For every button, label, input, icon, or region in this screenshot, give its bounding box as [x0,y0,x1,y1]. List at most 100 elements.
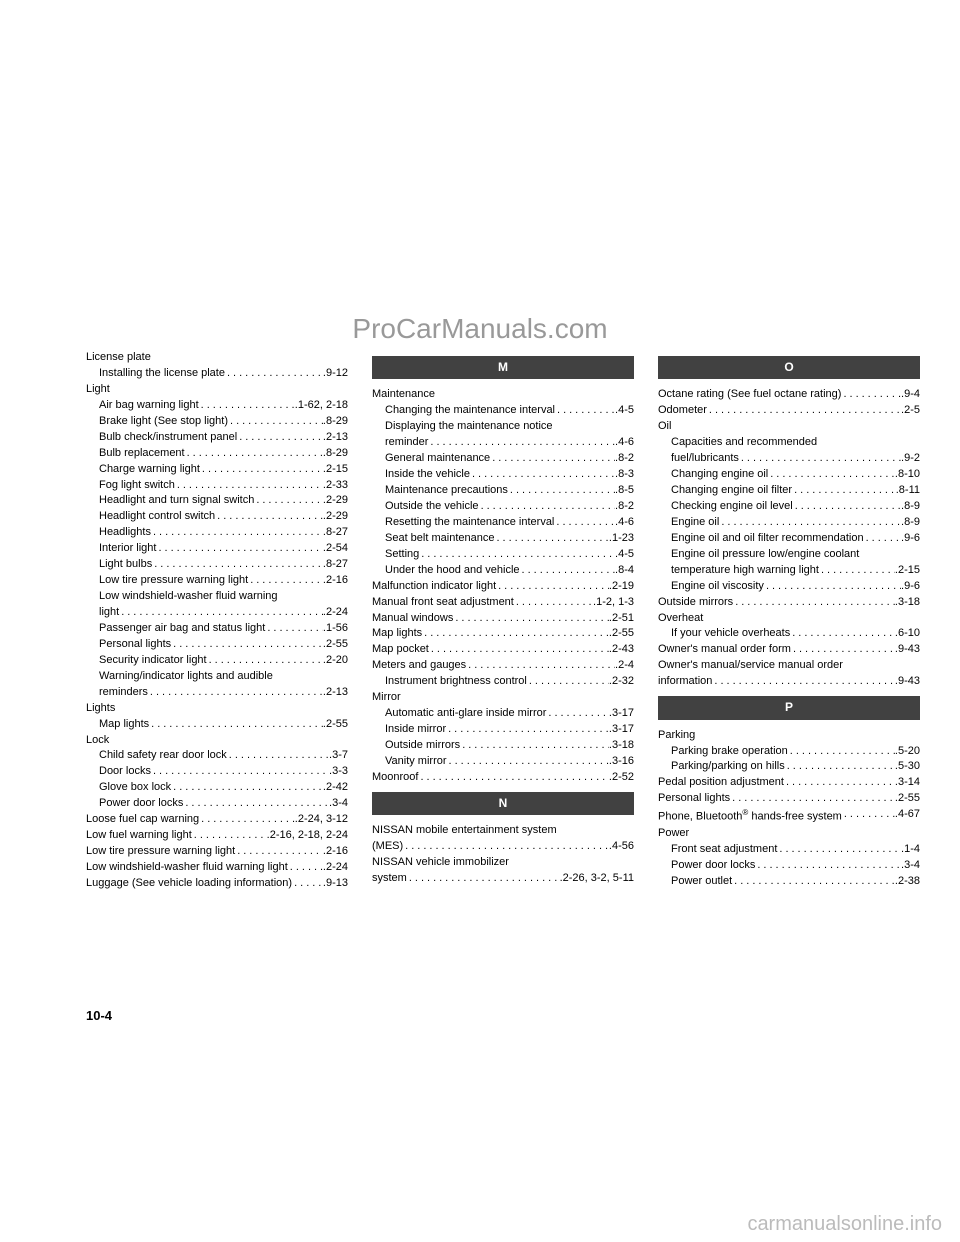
index-entry-label: Owner's manual order form [658,642,791,658]
leader-dots [288,860,323,876]
index-entry-page: .8-29 [323,414,348,430]
index-entry-label: Map lights [372,626,422,642]
index-entry-page: .3-17 [609,722,634,738]
index-entry-page: .3-7 [329,748,348,764]
index-heading: Overheat [658,611,920,627]
index-entry: Outside the vehicle.8-2 [372,499,634,515]
watermark-footer: carmanualsonline.info [747,1213,942,1236]
index-entry-page: .4-56 [609,839,634,855]
index-entry: Loose fuel cap warning.2-24, 3-12 [86,812,348,828]
index-entry-page: .4-67 [895,807,920,826]
index-entry: Maintenance precautions.8-5 [372,483,634,499]
index-entry: Automatic anti-glare inside mirror.3-17 [372,706,634,722]
index-entry-label: Brake light (See stop light) [99,414,228,430]
index-entry: Map lights.2-55 [86,717,348,733]
index-entry-page: .2-38 [895,874,920,890]
index-entry: system.2-26, 3-2, 5-11 [372,871,634,887]
leader-dots [460,738,609,754]
index-entry-label: Headlight and turn signal switch [99,493,254,509]
index-entry: Headlights.8-27 [86,525,348,541]
index-entry-label: Glove box lock [99,780,171,796]
index-entry-page: .2-20 [323,653,348,669]
section-letter: N [372,792,634,815]
index-entry-label: Outside mirrors [385,738,460,754]
index-entry: Phone, Bluetooth® hands-free system.4-67 [658,807,920,826]
index-entry-page: .4-6 [615,515,634,531]
index-entry-page: .8-9 [901,499,920,515]
index-entry-page: .2-52 [609,770,634,786]
leader-dots [292,876,323,892]
leader-dots [171,780,323,796]
index-entry-label: Engine oil and oil filter recommendation [671,531,864,547]
index-entry: Manual windows.2-51 [372,611,634,627]
index-entry-label: Meters and gauges [372,658,466,674]
index-entry-label: Octane rating (See fuel octane rating) [658,387,841,403]
index-entry-label: Checking engine oil level [671,499,793,515]
index-entry-page: .9-13 [323,876,348,892]
index-entry-page: .9-4 [901,387,920,403]
index-entry: Vanity mirror.3-16 [372,754,634,770]
index-entry-page: .2-55 [609,626,634,642]
leader-dots [733,595,895,611]
index-entry: Malfunction indicator light.2-19 [372,579,634,595]
index-entry-page: .2-55 [323,717,348,733]
index-entry-label: (MES) [372,839,403,855]
leader-dots [792,483,896,499]
page-container: ProCarManuals.com carmanualsonline.info … [0,0,960,1242]
leader-dots [403,839,609,855]
index-heading-cont: Warning/indicator lights and audible [86,669,348,685]
index-entry-label: Instrument brightness control [385,674,527,690]
index-entry-page: .3-18 [609,738,634,754]
index-entry-label: Installing the license plate [99,366,225,382]
leader-dots [422,626,609,642]
index-entry-label: information [658,674,712,690]
leader-dots [200,462,323,478]
leader-dots [546,706,609,722]
leader-dots [199,398,295,414]
leader-dots [768,467,895,483]
leader-dots [148,685,323,701]
index-entry-page: .5-30 [895,759,920,775]
index-entry-label: Setting [385,547,419,563]
index-entry-label: Automatic anti-glare inside mirror [385,706,546,722]
leader-dots [407,871,560,887]
index-entry-label: Moonroof [372,770,418,786]
index-entry-page: .2-26, 3-2, 5-11 [560,871,634,887]
leader-dots [151,525,323,541]
index-entry: Changing engine oil filter.8-11 [658,483,920,499]
index-entry: Outside mirrors .3-18 [372,738,634,754]
index-entry-page: .2-29 [323,509,348,525]
index-entry: Engine oil and oil filter recommendation… [658,531,920,547]
index-entry-page: .2-24, 3-12 [295,812,348,828]
index-entry-label: Charge warning light [99,462,200,478]
index-entry: Pedal position adjustment.3-14 [658,775,920,791]
leader-dots [235,844,323,860]
leader-dots [712,674,895,690]
index-entry-page: .9-43 [895,674,920,690]
index-entry-page: .8-2 [615,451,634,467]
index-entry-page: .2-42 [323,780,348,796]
index-entry-label: reminders [99,685,148,701]
index-entry: reminder.4-6 [372,435,634,451]
index-entry-page: .2-4 [615,658,634,674]
index-entry-label: Engine oil viscosity [671,579,764,595]
index-heading: Lights [86,701,348,717]
leader-dots [514,595,593,611]
index-entry-page: .8-3 [615,467,634,483]
index-entry-label: Child safety rear door lock [99,748,227,764]
index-heading-cont: Low windshield-washer fluid warning [86,589,348,605]
index-entry: Security indicator light.2-20 [86,653,348,669]
index-entry: Parking/parking on hills.5-30 [658,759,920,775]
index-entry-page: .2-55 [895,791,920,807]
leader-dots [508,483,615,499]
index-entry: Moonroof .2-52 [372,770,634,786]
leader-dots [171,637,323,653]
index-entry: Brake light (See stop light) .8-29 [86,414,348,430]
leader-dots [788,744,895,760]
leader-dots [554,515,615,531]
index-entry-page: .4-5 [615,403,634,419]
leader-dots [739,451,901,467]
index-col-1: License plateInstalling the license plat… [86,350,348,892]
section-letter: M [372,356,634,379]
index-entry-label: Low tire pressure warning light [86,844,235,860]
